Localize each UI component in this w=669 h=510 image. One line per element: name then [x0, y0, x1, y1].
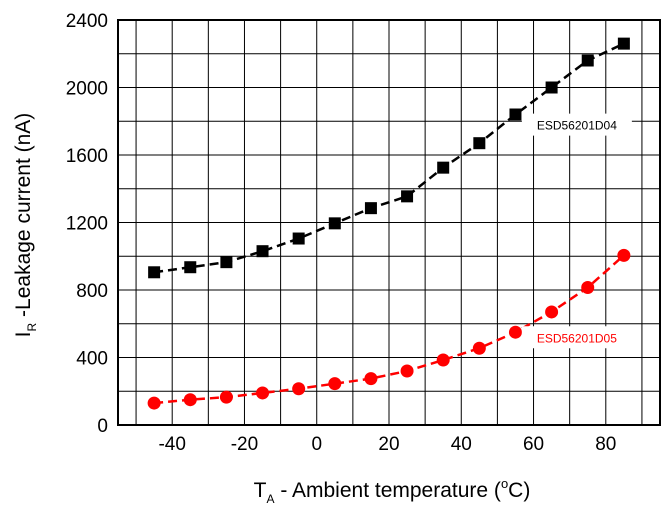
- series-esd56201d04: [148, 37, 630, 279]
- data-point-square: [437, 161, 450, 174]
- y-axis-label-subscript: R: [25, 322, 39, 331]
- x-axis-label: TA - Ambient temperature (oC): [254, 476, 531, 505]
- x-tick-label: 40: [451, 434, 472, 455]
- data-point-circle: [219, 390, 233, 404]
- data-point-square: [617, 37, 630, 50]
- y-tick-label: 2400: [66, 11, 108, 32]
- series-label-text: ESD56201D05: [537, 331, 617, 345]
- data-point-circle: [472, 341, 486, 355]
- series-label-background: [521, 326, 632, 349]
- data-point-circle: [256, 386, 270, 400]
- series-labels: ESD56201D04 ESD56201D05: [521, 113, 632, 349]
- data-point-circle: [436, 353, 450, 367]
- grid: [118, 20, 660, 425]
- x-tick-label: 60: [523, 434, 544, 455]
- series: [147, 37, 631, 410]
- x-axis-label-subscript: A: [266, 492, 274, 505]
- y-tick-label: 1200: [66, 214, 108, 235]
- series-label-esd56201d04: ESD56201D04: [521, 113, 632, 136]
- data-point-circle: [617, 248, 631, 262]
- data-point-circle: [400, 364, 414, 378]
- x-axis-label-degree: o: [501, 476, 508, 491]
- data-point-square: [364, 202, 377, 215]
- data-point-square: [473, 137, 486, 150]
- data-point-circle: [581, 280, 595, 294]
- data-point-circle: [292, 382, 306, 396]
- y-tick-label: 800: [76, 281, 108, 302]
- data-point-square: [220, 256, 233, 269]
- series-label-esd56201d05: ESD56201D05: [521, 326, 632, 349]
- x-tick-label: -20: [231, 434, 258, 455]
- data-point-square: [581, 54, 594, 67]
- series-esd56201d05: [147, 248, 631, 410]
- series-line: [153, 42, 625, 274]
- plot-frame: [117, 19, 661, 426]
- data-point-square: [545, 81, 558, 94]
- data-point-circle: [545, 305, 559, 319]
- data-point-circle: [147, 396, 161, 410]
- series-label-background: [521, 113, 632, 136]
- data-point-square: [328, 217, 341, 230]
- y-axis-label-text: -Leakage current (nA): [12, 113, 35, 323]
- y-tick-label: 2000: [66, 79, 108, 100]
- x-axis-label-text: - Ambient temperature (: [275, 479, 501, 502]
- data-point-circle: [328, 377, 342, 391]
- x-tick-label: -40: [158, 434, 185, 455]
- data-point-square: [184, 261, 197, 274]
- data-point-square: [256, 245, 269, 258]
- y-tick-label: 1600: [66, 146, 108, 167]
- data-point-circle: [183, 393, 197, 407]
- data-point-circle: [364, 372, 378, 386]
- x-axis-label-main: T: [254, 479, 267, 502]
- y-tick-label: 400: [76, 349, 108, 370]
- series-label-text: ESD56201D04: [537, 119, 617, 133]
- data-point-square: [148, 266, 161, 279]
- x-tick-label: 80: [595, 434, 616, 455]
- x-axis-label-unit: C): [508, 479, 530, 502]
- x-tick-label: 0: [311, 434, 322, 455]
- data-point-square: [401, 190, 414, 203]
- y-axis-label: IR -Leakage current (nA): [12, 113, 39, 338]
- data-point-square: [292, 232, 305, 245]
- y-axis-label-main: I: [12, 331, 35, 337]
- data-point-square: [509, 108, 522, 121]
- y-tick-label: 0: [97, 416, 108, 437]
- x-tick-label: 20: [378, 434, 399, 455]
- data-point-circle: [508, 325, 522, 339]
